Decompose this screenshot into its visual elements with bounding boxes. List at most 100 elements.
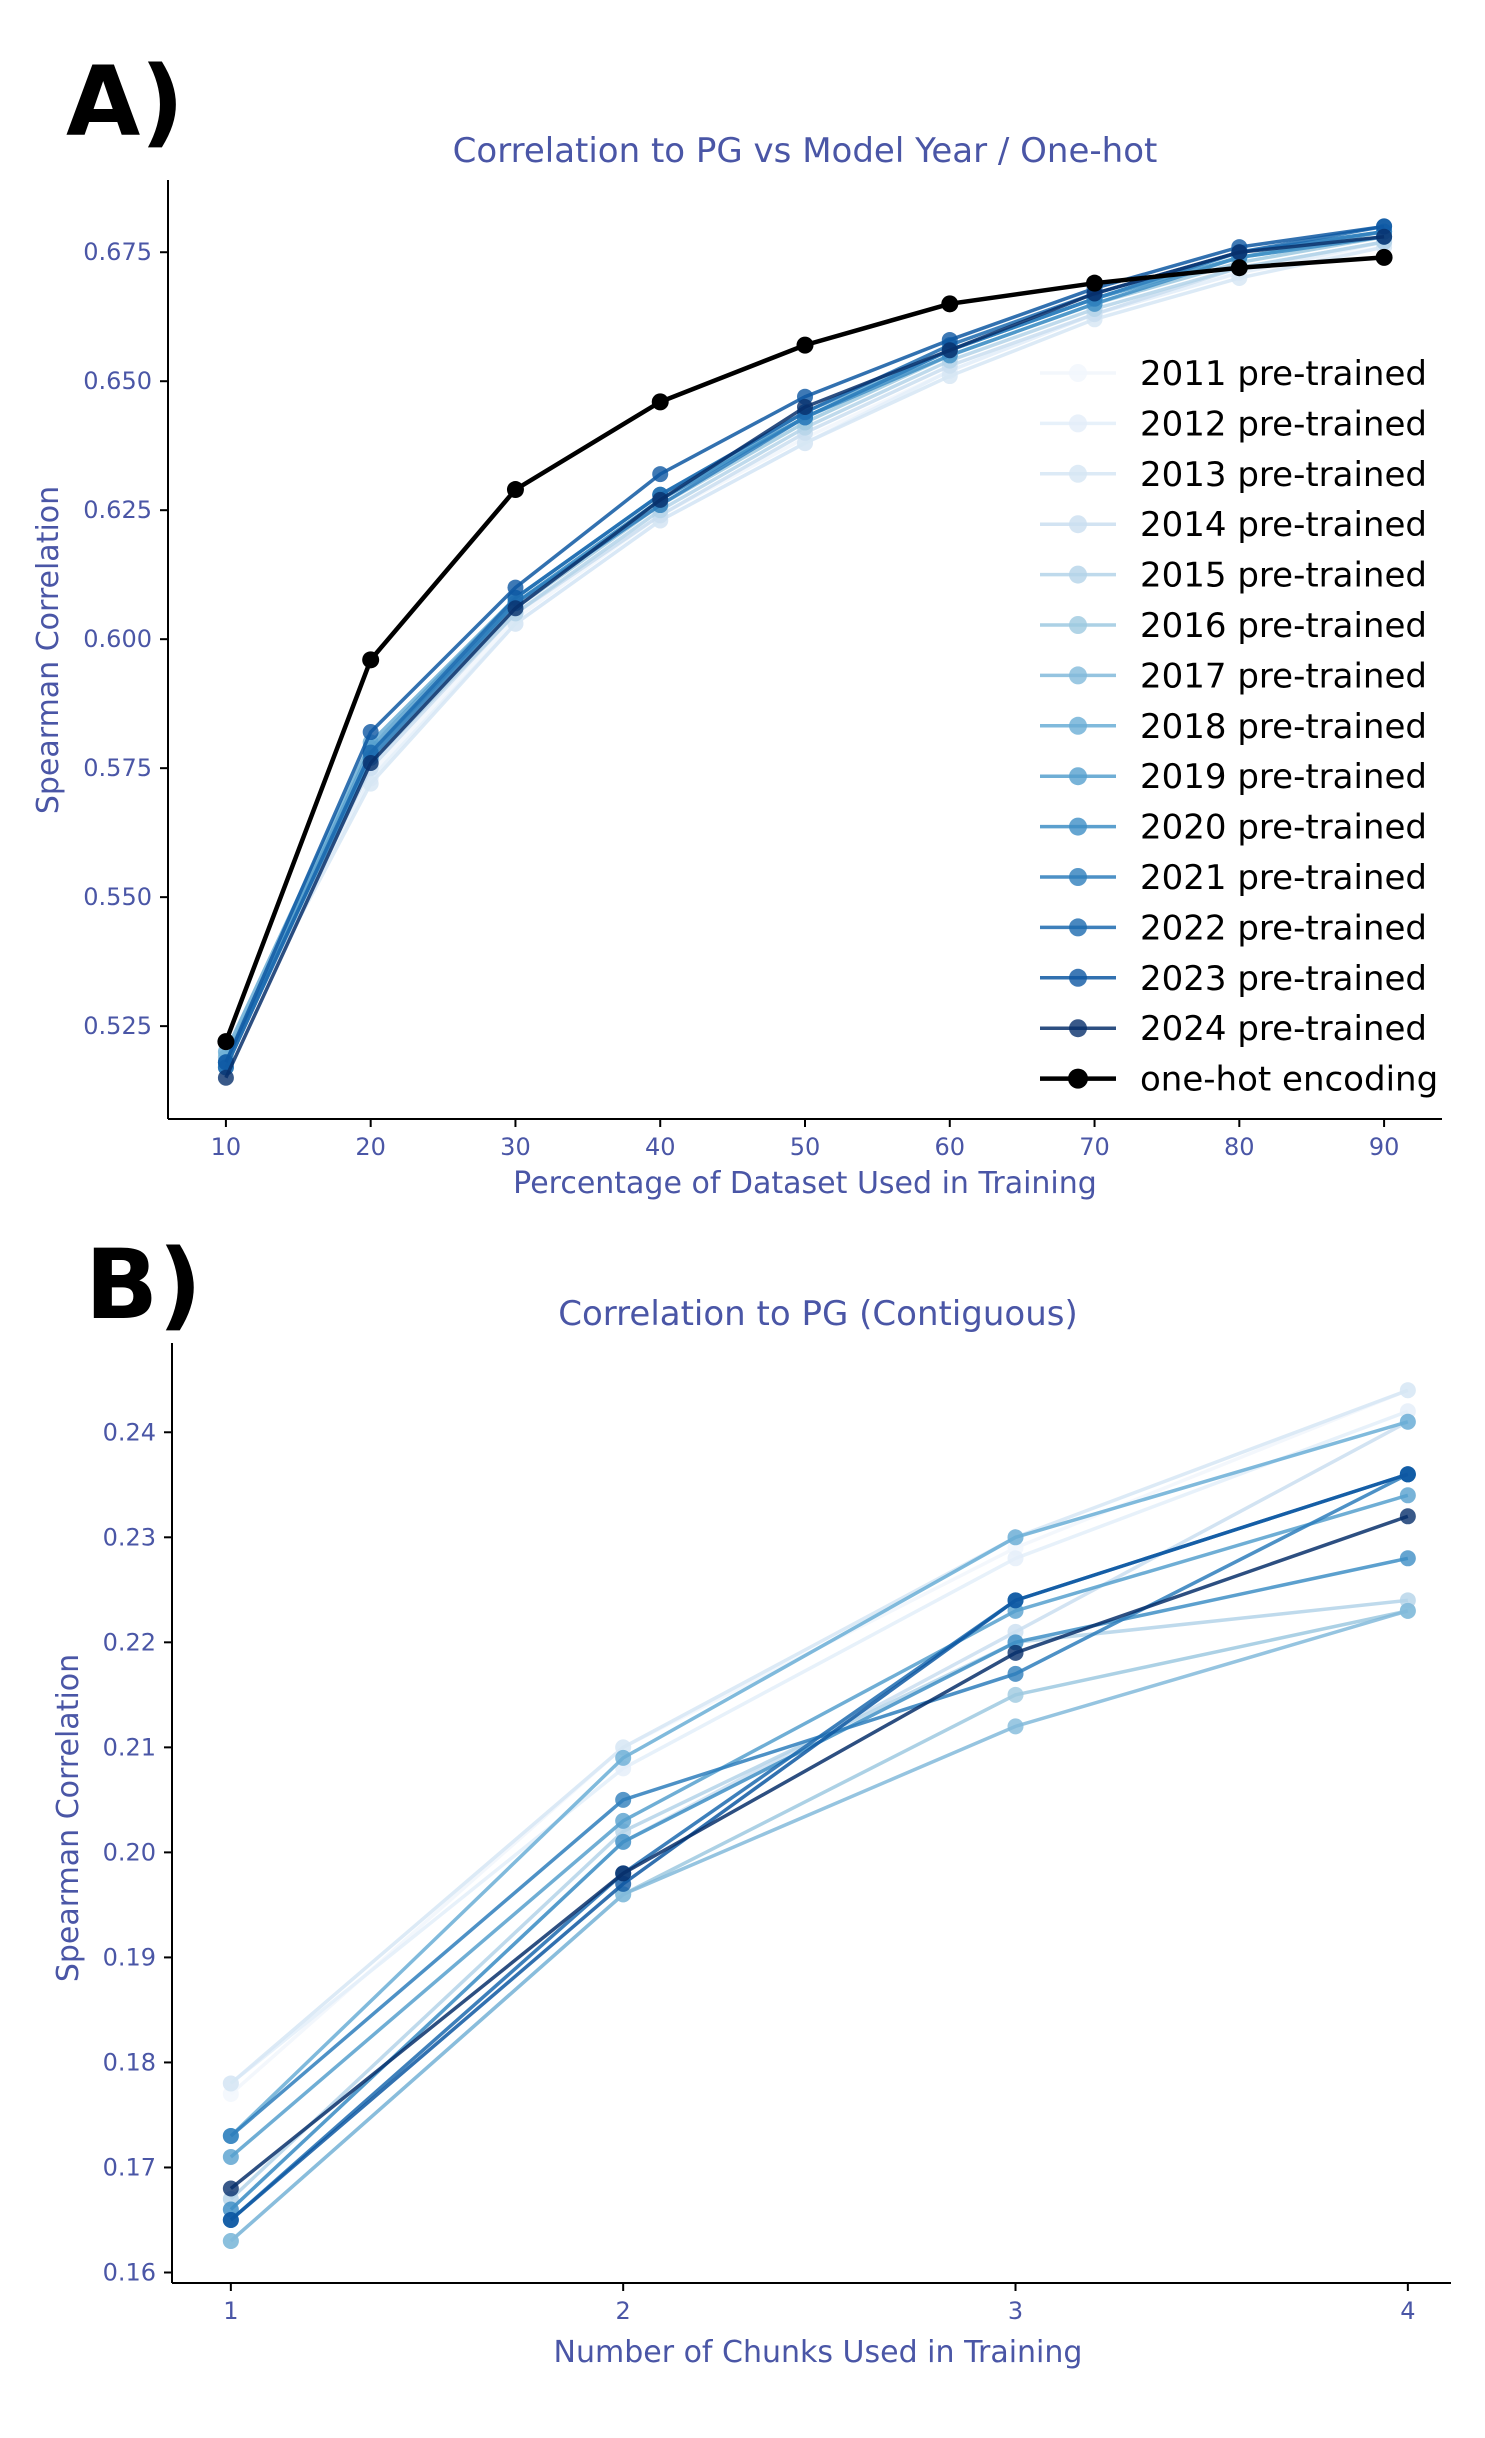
data-point	[615, 1749, 632, 1766]
legend-swatch-marker	[1069, 918, 1087, 937]
data-point	[1376, 228, 1393, 245]
x-tick-label: 80	[1224, 1133, 1255, 1161]
series-line	[229, 1420, 1409, 2138]
y-tick-label: 0.18	[103, 2048, 156, 2076]
x-tick-label: 70	[1079, 1133, 1110, 1161]
legend-entry: 2011 pre-trained	[1140, 354, 1427, 394]
series-line	[229, 1609, 1409, 2243]
data-point	[222, 2180, 239, 2197]
panel-b-series	[222, 1382, 1416, 2249]
data-point	[1007, 1665, 1024, 1682]
data-point	[1399, 1382, 1416, 1399]
y-tick-label: 0.575	[83, 754, 152, 782]
data-point	[506, 481, 524, 499]
legend-swatch-marker	[1069, 464, 1087, 483]
legend-swatch-marker	[1069, 868, 1087, 886]
legend-entry: 2017 pre-trained	[1140, 656, 1427, 696]
series-line	[229, 1609, 1409, 2243]
data-point	[615, 1791, 632, 1808]
data-point	[941, 295, 959, 313]
legend-entry: one-hot encoding	[1140, 1060, 1438, 1100]
x-tick-label: 50	[790, 1133, 821, 1161]
legend-swatch-marker	[1069, 515, 1087, 534]
y-tick-label: 0.21	[103, 1733, 156, 1761]
panel-a: A) Correlation to PG vs Model Year / One…	[31, 46, 1442, 1201]
x-tick-label: 1	[223, 2297, 238, 2325]
x-tick-label: 30	[500, 1133, 531, 1161]
legend-entry: 2016 pre-trained	[1140, 606, 1427, 646]
data-point	[1231, 244, 1248, 261]
data-point	[507, 600, 524, 617]
x-tick-label: 60	[934, 1133, 965, 1161]
legend-entry: 2021 pre-trained	[1140, 858, 1427, 898]
legend-entry: 2015 pre-trained	[1140, 556, 1427, 596]
data-point	[1399, 1550, 1416, 1567]
data-point	[222, 2211, 239, 2228]
legend-entry: 2024 pre-trained	[1140, 1009, 1427, 1049]
panel-b-title: Correlation to PG (Contiguous)	[558, 1294, 1077, 1334]
series-line	[229, 1514, 1409, 2190]
series-line	[229, 1598, 1409, 2201]
data-point	[222, 2148, 239, 2165]
data-point	[941, 342, 958, 359]
y-tick-label: 0.550	[83, 883, 152, 911]
legend-swatch-marker	[1069, 968, 1087, 987]
legend-entry: 2020 pre-trained	[1140, 808, 1427, 848]
panel-a-ticks: 10 20 30 40 50 60 70 80 90 0.525 0.550 0.575 0.600 0.…	[83, 238, 1399, 1161]
data-point	[1007, 1529, 1024, 1546]
panel-a-ylabel: Spearman Correlation	[31, 486, 66, 814]
legend-entry: 2013 pre-trained	[1140, 455, 1427, 495]
data-point	[615, 1812, 632, 1829]
data-point	[217, 1033, 235, 1051]
legend-entry: 2012 pre-trained	[1140, 404, 1427, 444]
data-point	[362, 651, 380, 669]
y-tick-label: 0.20	[103, 1838, 156, 1866]
x-tick-label: 3	[1008, 2297, 1023, 2325]
y-tick-label: 0.19	[103, 1943, 156, 1971]
y-tick-label: 0.650	[83, 367, 152, 395]
y-tick-label: 0.22	[103, 1628, 156, 1656]
panel-b-ticks: 1 2 3 4 0.16 0.17 0.18 0.19 0.20 0.21 0.22 0.23 0.24	[103, 1418, 1416, 2325]
series-line	[229, 1472, 1409, 2138]
series-line	[229, 1420, 1409, 2211]
series-line	[229, 1556, 1409, 2211]
panel-a-series	[217, 218, 1393, 1086]
legend-entry: 2022 pre-trained	[1140, 908, 1427, 948]
data-point	[1007, 1592, 1024, 1609]
data-point	[652, 466, 669, 483]
y-tick-label: 0.600	[83, 625, 152, 653]
data-point	[651, 393, 669, 411]
legend-entry: 2019 pre-trained	[1140, 757, 1427, 797]
y-tick-label: 0.23	[103, 1523, 156, 1551]
legend-swatch-marker	[1069, 666, 1087, 685]
x-tick-label: 2	[616, 2297, 631, 2325]
panel-b-xlabel: Number of Chunks Used in Training	[554, 2335, 1083, 2370]
panel-a-legend: 2011 pre-trained 2012 pre-trained 2013 pre…	[1040, 354, 1438, 1100]
y-tick-label: 0.675	[83, 238, 152, 266]
panel-a-label: A)	[66, 46, 184, 158]
data-point	[217, 1069, 234, 1086]
panel-b-label: B)	[85, 1229, 202, 1341]
legend-swatch-marker	[1069, 817, 1087, 836]
y-tick-label: 0.17	[103, 2153, 156, 2181]
series-line	[229, 1388, 1409, 2085]
x-tick-label: 40	[645, 1133, 676, 1161]
data-point	[1007, 1644, 1024, 1661]
data-point	[1230, 259, 1248, 277]
legend-swatch-marker	[1069, 616, 1087, 634]
data-point	[222, 2075, 239, 2092]
x-tick-label: 20	[355, 1133, 386, 1161]
data-point	[1375, 248, 1393, 266]
data-point	[222, 2127, 239, 2144]
legend-entry: 2018 pre-trained	[1140, 707, 1427, 747]
series-line	[229, 1472, 1409, 2222]
legend-swatch-marker	[1069, 565, 1087, 584]
data-point	[362, 755, 379, 772]
data-point	[1086, 274, 1104, 292]
data-point	[1399, 1413, 1416, 1430]
data-point	[796, 336, 814, 354]
data-point	[615, 1833, 632, 1850]
data-point	[362, 724, 379, 741]
data-point	[1007, 1550, 1024, 1567]
